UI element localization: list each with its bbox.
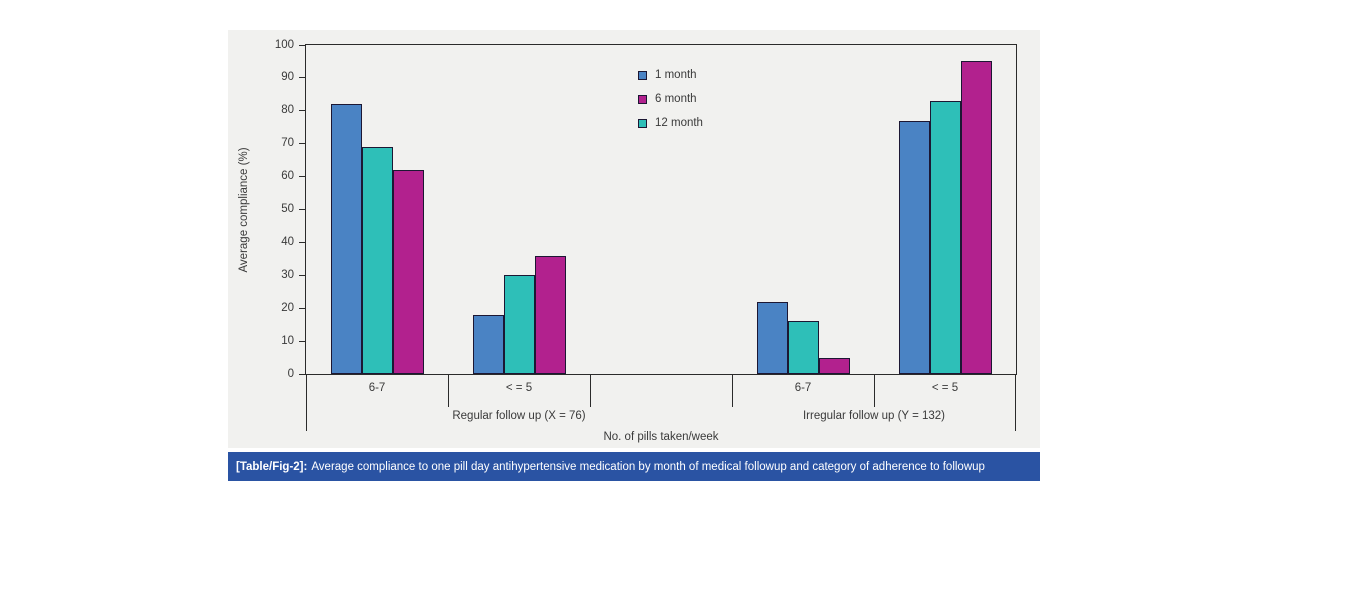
plot-area: Average compliance (%) 1 month 6 month 12 …: [238, 39, 1017, 443]
group-label: Regular follow up (X = 76): [452, 410, 586, 422]
y-axis-tick: [299, 241, 306, 243]
y-axis-tick: [299, 143, 306, 145]
legend-item: 6 month: [638, 92, 703, 106]
y-axis-tick: [299, 209, 306, 210]
legend-swatch-icon: [638, 94, 647, 104]
category-label: < = 5: [505, 382, 533, 394]
figure-caption: [Table/Fig-2]: Average compliance to one…: [228, 452, 1040, 481]
y-tick-label: 10: [281, 334, 294, 347]
bar-6-month: [960, 61, 992, 374]
legend-label: 1 month: [655, 69, 697, 81]
x-axis-title: No. of pills taken/week: [603, 431, 719, 443]
y-tick-label: 70: [281, 137, 294, 150]
category-label: 6-7: [794, 382, 812, 394]
category-separator: [732, 374, 733, 407]
y-tick-label: 40: [281, 235, 294, 248]
y-tick-label: 0: [287, 367, 294, 380]
bar-1-month: [330, 104, 362, 374]
y-tick-label: 100: [274, 38, 294, 51]
legend-label: 12 month: [655, 117, 703, 129]
bar-6-month: [818, 357, 850, 374]
y-axis-tick: [299, 176, 306, 178]
caption-text: Average compliance to one pill day antih…: [311, 460, 985, 473]
axis-frame-line: [1015, 374, 1016, 431]
legend-swatch-icon: [638, 70, 647, 80]
legend-item: 12 month: [638, 116, 703, 130]
category-separator: [874, 374, 875, 407]
y-axis-tick: [299, 340, 306, 342]
category-separator: [590, 374, 591, 407]
bar-1-month: [898, 120, 930, 374]
y-tick-label: 20: [281, 301, 294, 314]
legend: 1 month 6 month 12 month: [638, 68, 703, 140]
bar-6-month: [392, 170, 424, 374]
legend-item: 1 month: [638, 68, 703, 82]
y-axis-tick: [299, 110, 306, 112]
y-tick-label: 90: [281, 71, 294, 84]
caption-tag: [Table/Fig-2]:: [236, 460, 308, 473]
y-axis-tick: [299, 373, 306, 375]
bar-12-month: [361, 147, 393, 374]
figure-panel: Average compliance (%) 1 month 6 month 12 …: [228, 30, 1040, 448]
bar-12-month: [787, 321, 819, 374]
axis-frame-line: [306, 374, 307, 431]
y-axis-tick: [299, 44, 306, 46]
legend-label: 6 month: [655, 93, 697, 105]
group-label: Irregular follow up (Y = 132): [802, 410, 945, 422]
category-separator: [448, 374, 449, 407]
y-tick-label: 80: [281, 104, 294, 117]
bar-12-month: [929, 100, 961, 374]
y-tick-label: 30: [281, 268, 294, 281]
y-tick-label: 50: [281, 203, 294, 215]
legend-swatch-icon: [638, 118, 647, 128]
category-label: < = 5: [931, 382, 959, 394]
y-tick-label: 60: [281, 170, 294, 183]
y-axis-title: Average compliance (%): [238, 146, 250, 273]
bar-1-month: [756, 301, 788, 374]
category-label: 6-7: [368, 382, 386, 394]
y-axis-tick: [299, 77, 306, 79]
bar-1-month: [472, 314, 504, 374]
bar-12-month: [503, 275, 535, 374]
bar-6-month: [534, 255, 566, 374]
y-axis-tick: [299, 274, 306, 276]
y-axis-tick: [299, 307, 306, 309]
